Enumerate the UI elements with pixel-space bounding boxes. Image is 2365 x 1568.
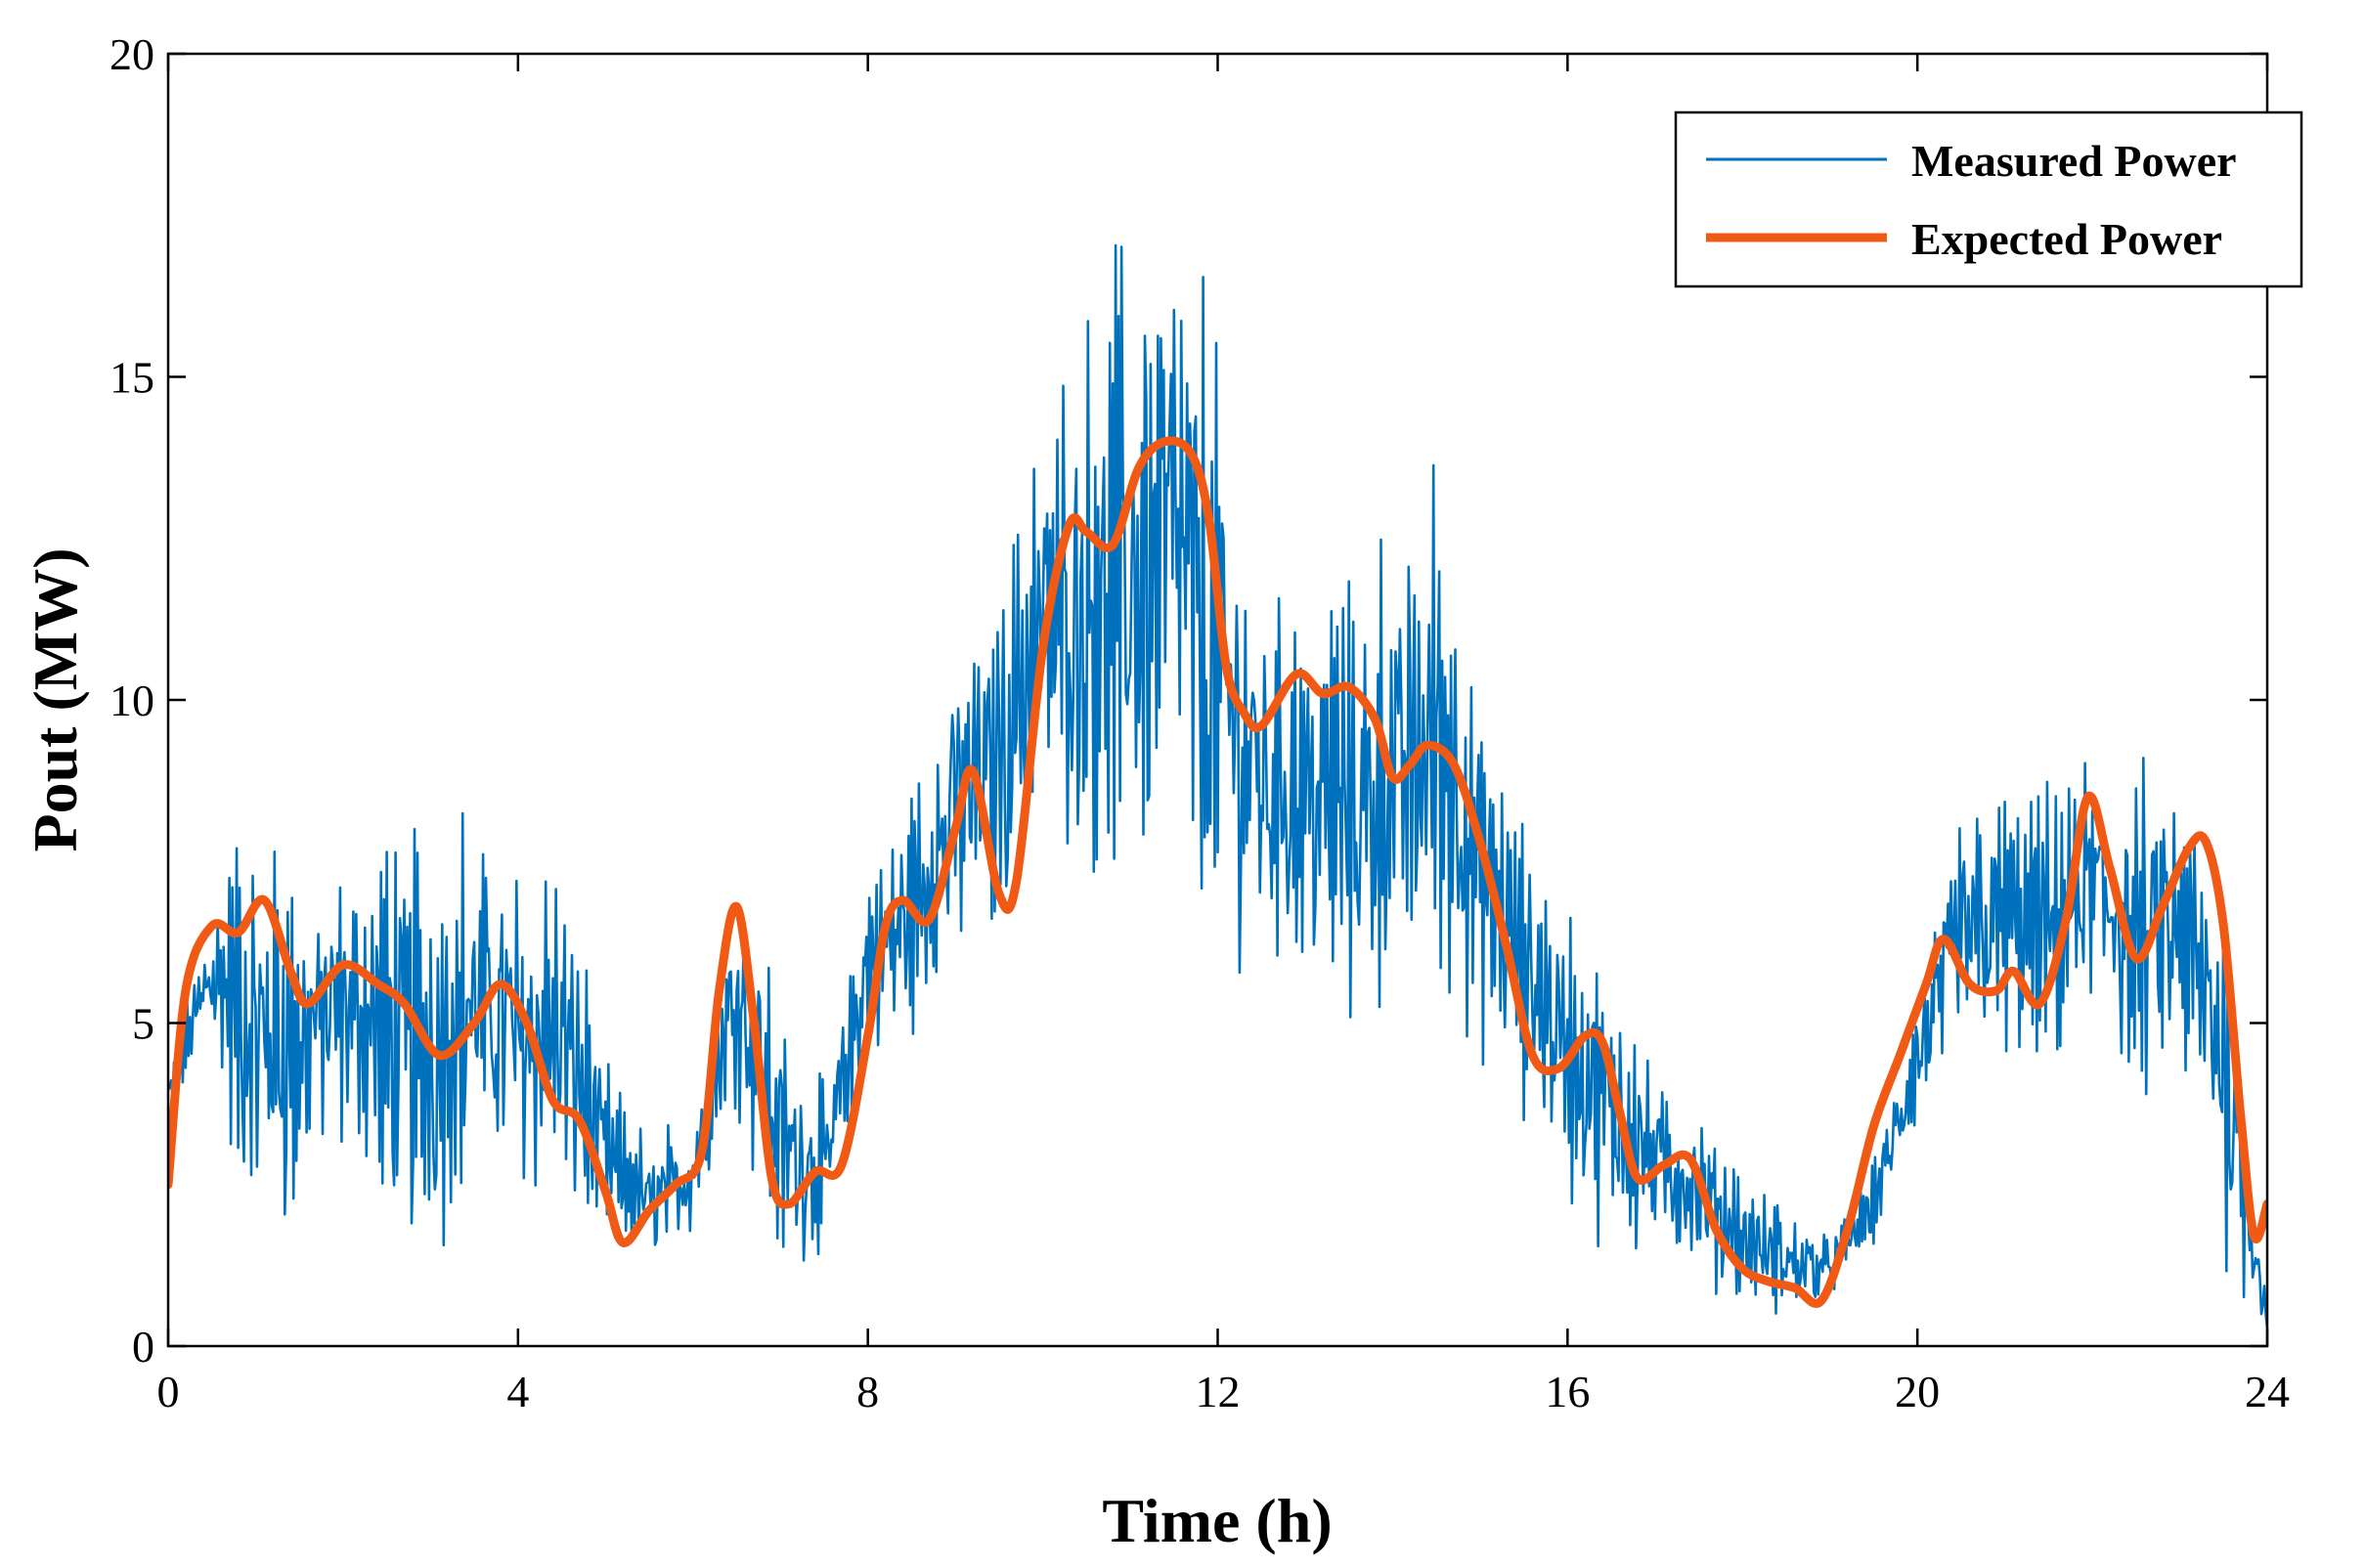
x-tick-label: 8 xyxy=(856,1367,879,1416)
y-tick-label: 5 xyxy=(132,999,154,1049)
legend-label-expected-power: Expected Power xyxy=(1911,214,2222,264)
series-expected-power xyxy=(168,436,2267,1308)
y-tick-label: 15 xyxy=(109,353,154,403)
x-tick-label: 24 xyxy=(2245,1367,2290,1416)
y-tick-label: 20 xyxy=(109,29,154,79)
x-tick-label: 4 xyxy=(506,1367,529,1416)
legend-label-measured-power: Measured Power xyxy=(1911,136,2237,186)
x-tick-label: 16 xyxy=(1545,1367,1590,1416)
y-tick-label: 10 xyxy=(109,675,154,725)
y-axis-title: Pout (MW) xyxy=(21,547,90,851)
x-tick-label: 20 xyxy=(1895,1367,1940,1416)
x-tick-label: 12 xyxy=(1196,1367,1241,1416)
y-tick-label: 0 xyxy=(132,1322,154,1372)
legend-box xyxy=(1674,110,2303,288)
legend: Measured Power Expected Power xyxy=(1674,110,2303,288)
x-tick-label: 0 xyxy=(157,1367,180,1416)
x-axis-title: Time (h) xyxy=(1102,1486,1332,1555)
